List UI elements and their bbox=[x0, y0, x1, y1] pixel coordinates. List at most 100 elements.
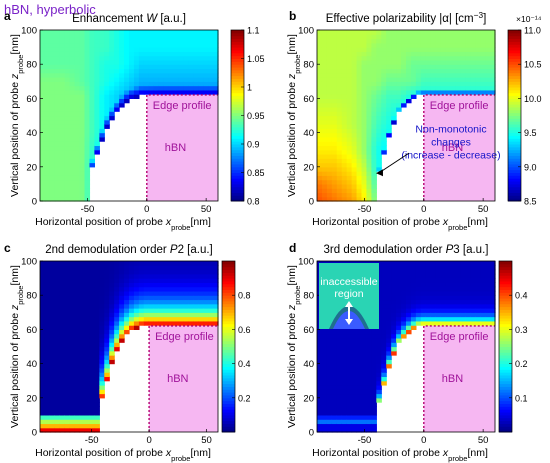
heat-cell bbox=[430, 77, 437, 82]
colorbar-tick-label: 11.0 bbox=[524, 26, 541, 36]
heat-cell bbox=[64, 183, 71, 189]
heat-cell bbox=[133, 299, 140, 305]
heat-cell bbox=[99, 325, 105, 330]
heat-cell bbox=[406, 308, 412, 313]
heat-cell bbox=[74, 265, 81, 271]
heat-cell bbox=[49, 77, 56, 82]
colorbar-tick-label: 0.9 bbox=[247, 140, 260, 150]
heat-cell bbox=[49, 346, 56, 352]
heat-cell bbox=[49, 188, 56, 194]
edge-profile-label: Edge profile bbox=[155, 331, 214, 343]
heat-cell bbox=[49, 367, 56, 373]
heat-cell bbox=[381, 136, 387, 142]
colorbar-segment bbox=[222, 412, 235, 416]
heat-cell bbox=[163, 89, 170, 95]
heat-cell bbox=[346, 376, 353, 382]
colorbar-tick-label: 0.3 bbox=[515, 325, 528, 335]
heat-cell bbox=[59, 282, 66, 288]
heat-cell bbox=[49, 98, 56, 104]
heat-cell bbox=[49, 410, 56, 416]
heat-cell bbox=[54, 329, 61, 335]
heat-cell bbox=[470, 320, 476, 326]
heat-cell bbox=[44, 290, 51, 296]
heat-cell bbox=[376, 303, 382, 309]
heat-cell bbox=[143, 303, 150, 309]
heat-cell bbox=[143, 59, 150, 65]
heat-cell bbox=[485, 42, 491, 48]
heat-cell bbox=[366, 414, 372, 420]
heat-cell bbox=[480, 316, 486, 322]
colorbar-segment bbox=[508, 55, 521, 59]
colorbar-segment bbox=[508, 181, 521, 185]
heat-cell bbox=[351, 153, 358, 159]
heat-cell bbox=[317, 106, 323, 112]
heat-cell bbox=[64, 355, 71, 360]
heat-cell bbox=[114, 81, 120, 87]
heat-cell bbox=[321, 423, 328, 429]
heat-cell bbox=[44, 337, 51, 343]
heat-cell bbox=[410, 286, 417, 292]
heat-cell bbox=[64, 47, 71, 52]
heat-cell bbox=[371, 188, 377, 194]
heat-cell bbox=[99, 34, 105, 40]
heat-cell bbox=[475, 308, 481, 313]
heat-cell bbox=[326, 47, 333, 52]
heat-cell bbox=[366, 98, 372, 104]
heat-cell bbox=[321, 115, 328, 121]
colorbar-segment bbox=[222, 337, 235, 342]
heat-cell bbox=[470, 77, 476, 82]
heat-cell bbox=[44, 342, 51, 348]
colorbar-segment bbox=[222, 340, 235, 345]
heat-cell bbox=[44, 42, 51, 48]
heat-cell bbox=[119, 337, 125, 343]
heat-cell bbox=[163, 51, 170, 57]
heat-cell bbox=[401, 30, 407, 35]
heat-cell bbox=[366, 162, 372, 168]
heat-cell bbox=[64, 261, 71, 266]
heat-cell bbox=[346, 175, 353, 181]
heat-cell bbox=[138, 261, 145, 266]
heat-cell bbox=[356, 166, 363, 172]
heat-cell bbox=[430, 295, 437, 301]
heat-cell bbox=[326, 192, 333, 198]
heat-cell bbox=[44, 423, 51, 429]
heat-cell bbox=[341, 376, 348, 382]
colorbar-segment bbox=[499, 298, 512, 302]
heat-cell bbox=[168, 72, 175, 78]
heat-cell bbox=[376, 38, 382, 44]
heat-cell bbox=[193, 320, 199, 326]
heat-cell bbox=[440, 295, 447, 301]
heat-cell bbox=[326, 171, 333, 176]
heat-cell bbox=[425, 308, 432, 313]
inset-field bbox=[319, 263, 379, 329]
heat-cell bbox=[163, 59, 170, 65]
heat-cell bbox=[79, 367, 86, 373]
heat-cell bbox=[425, 77, 432, 82]
heat-cell bbox=[326, 175, 333, 181]
heat-cell bbox=[356, 393, 363, 399]
heat-cell bbox=[109, 265, 115, 271]
colorbar-segment bbox=[508, 92, 521, 97]
heat-cell bbox=[54, 303, 61, 309]
heat-cell bbox=[376, 355, 382, 360]
colorbar-segment bbox=[231, 67, 244, 71]
heat-cell bbox=[351, 136, 358, 142]
heat-cell bbox=[188, 295, 194, 301]
heat-cell bbox=[183, 303, 189, 309]
colorbar-segment bbox=[508, 61, 521, 65]
heat-cell bbox=[104, 308, 110, 313]
heat-cell bbox=[470, 312, 476, 318]
heat-cell bbox=[490, 51, 496, 57]
heat-cell bbox=[331, 124, 338, 129]
heat-cell bbox=[84, 269, 91, 275]
heat-cell bbox=[79, 295, 86, 301]
heat-cell bbox=[198, 59, 204, 65]
heat-cell bbox=[183, 72, 189, 78]
heat-cell bbox=[371, 410, 377, 416]
heat-cell bbox=[420, 72, 427, 78]
heat-cell bbox=[94, 397, 100, 403]
heat-cell bbox=[371, 406, 377, 412]
heat-cell bbox=[79, 166, 86, 172]
heat-cell bbox=[104, 72, 110, 78]
heat-cell bbox=[213, 286, 219, 292]
